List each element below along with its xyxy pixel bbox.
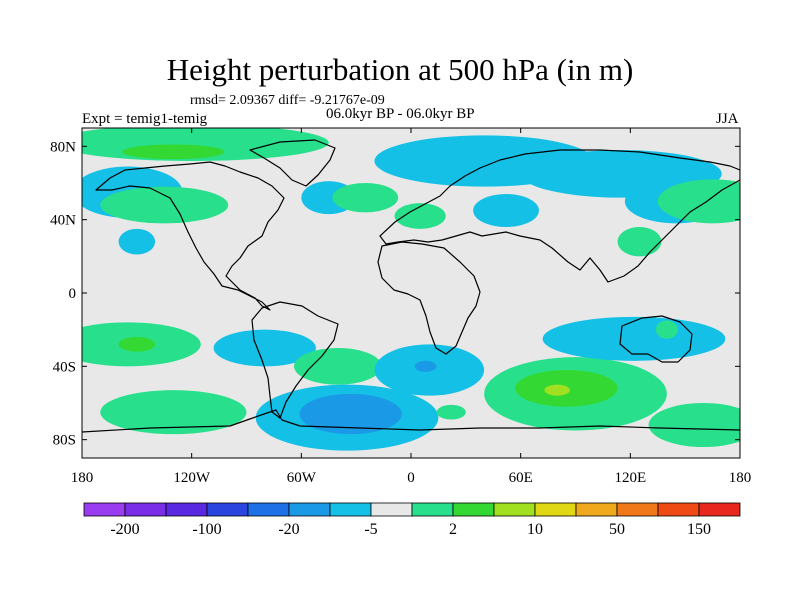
coast-africa [377,241,481,355]
y-tick-label: 40S [53,359,76,375]
y-tick-label: 40N [50,213,76,229]
contour-region-17 [213,329,316,367]
x-tick-label: 60E [509,470,533,486]
contour-region-6 [394,203,446,229]
contour-region-26 [544,384,571,396]
colorbar-label: 10 [527,521,543,538]
colorbar-swatch [452,502,495,517]
coast-antarctica [82,409,740,433]
colorbar-swatch [493,502,536,517]
contour-region-18 [294,348,382,385]
experiment-label: Expt = temig1-temig [82,111,208,127]
colorbar-swatch [411,502,454,517]
colorbar: -200 -100 -20 -5 2 10 50 150 [83,502,741,538]
coastlines [82,139,740,433]
y-tick-label: 0 [69,286,77,302]
stats-label: rmsd= 2.09367 diff= -9.21767e-09 [190,93,385,108]
colorbar-swatch [83,502,126,517]
colorbar-label: 150 [687,521,711,538]
x-tick-label: 180 [71,470,94,486]
contour-region-29 [648,403,740,447]
contour-region-23 [436,404,466,420]
contour-fields [82,128,740,451]
colorbar-swatch [370,502,413,517]
contour-region-7 [332,183,399,213]
contour-region-12 [657,179,740,224]
colorbar-label: 50 [609,521,625,538]
colorbar-swatch [206,502,249,517]
y-tick-label: 80S [53,433,76,449]
colorbar-swatch [657,502,700,517]
contour-region-20 [299,393,402,435]
colorbar-swatch [124,502,167,517]
coast-south-america [251,301,339,419]
x-tick-label: 0 [407,470,415,486]
colorbar-label: -100 [192,521,221,538]
contour-region-16 [100,390,247,435]
x-axis: 180 120W 60W 0 60E 120E 180 [71,128,752,486]
colorbar-swatch [575,502,618,517]
contour-region-4 [118,228,156,255]
contour-region-3 [100,186,229,224]
colorbar-swatch [616,502,659,517]
colorbar-label: 2 [449,521,457,538]
x-tick-label: 180 [729,470,752,486]
coast-north-america [95,161,285,311]
contour-region-15 [118,337,156,352]
contour-region-22 [414,360,437,372]
colorbar-label: -200 [110,521,139,538]
colorbar-label: -20 [278,521,299,538]
coast-australia [619,315,693,363]
coast-greenland [249,139,336,187]
chart-title: Height perturbation at 500 hPa (in m) [166,52,634,87]
colorbar-swatch [247,502,290,517]
period-label: 06.0kyr BP - 06.0kyr BP [326,106,475,122]
contour-region-28 [655,320,678,339]
colorbar-label: -5 [364,521,377,538]
colorbar-swatch [288,502,331,517]
colorbar-swatch [534,502,577,517]
coast-eurasia [379,149,740,283]
contour-region-9 [473,194,539,227]
colorbar-swatch [165,502,208,517]
x-tick-label: 120E [614,470,646,486]
y-tick-label: 80N [50,139,76,155]
x-tick-label: 120W [173,470,211,486]
x-tick-label: 60W [287,470,317,486]
colorbar-swatch [698,502,741,517]
contour-region-13 [617,227,662,257]
colorbar-swatch [329,502,372,517]
contour-region-27 [542,316,726,361]
contour-region-1 [122,144,225,160]
season-label: JJA [716,111,739,127]
y-axis: 80N 40N 0 40S 80S [50,139,740,449]
